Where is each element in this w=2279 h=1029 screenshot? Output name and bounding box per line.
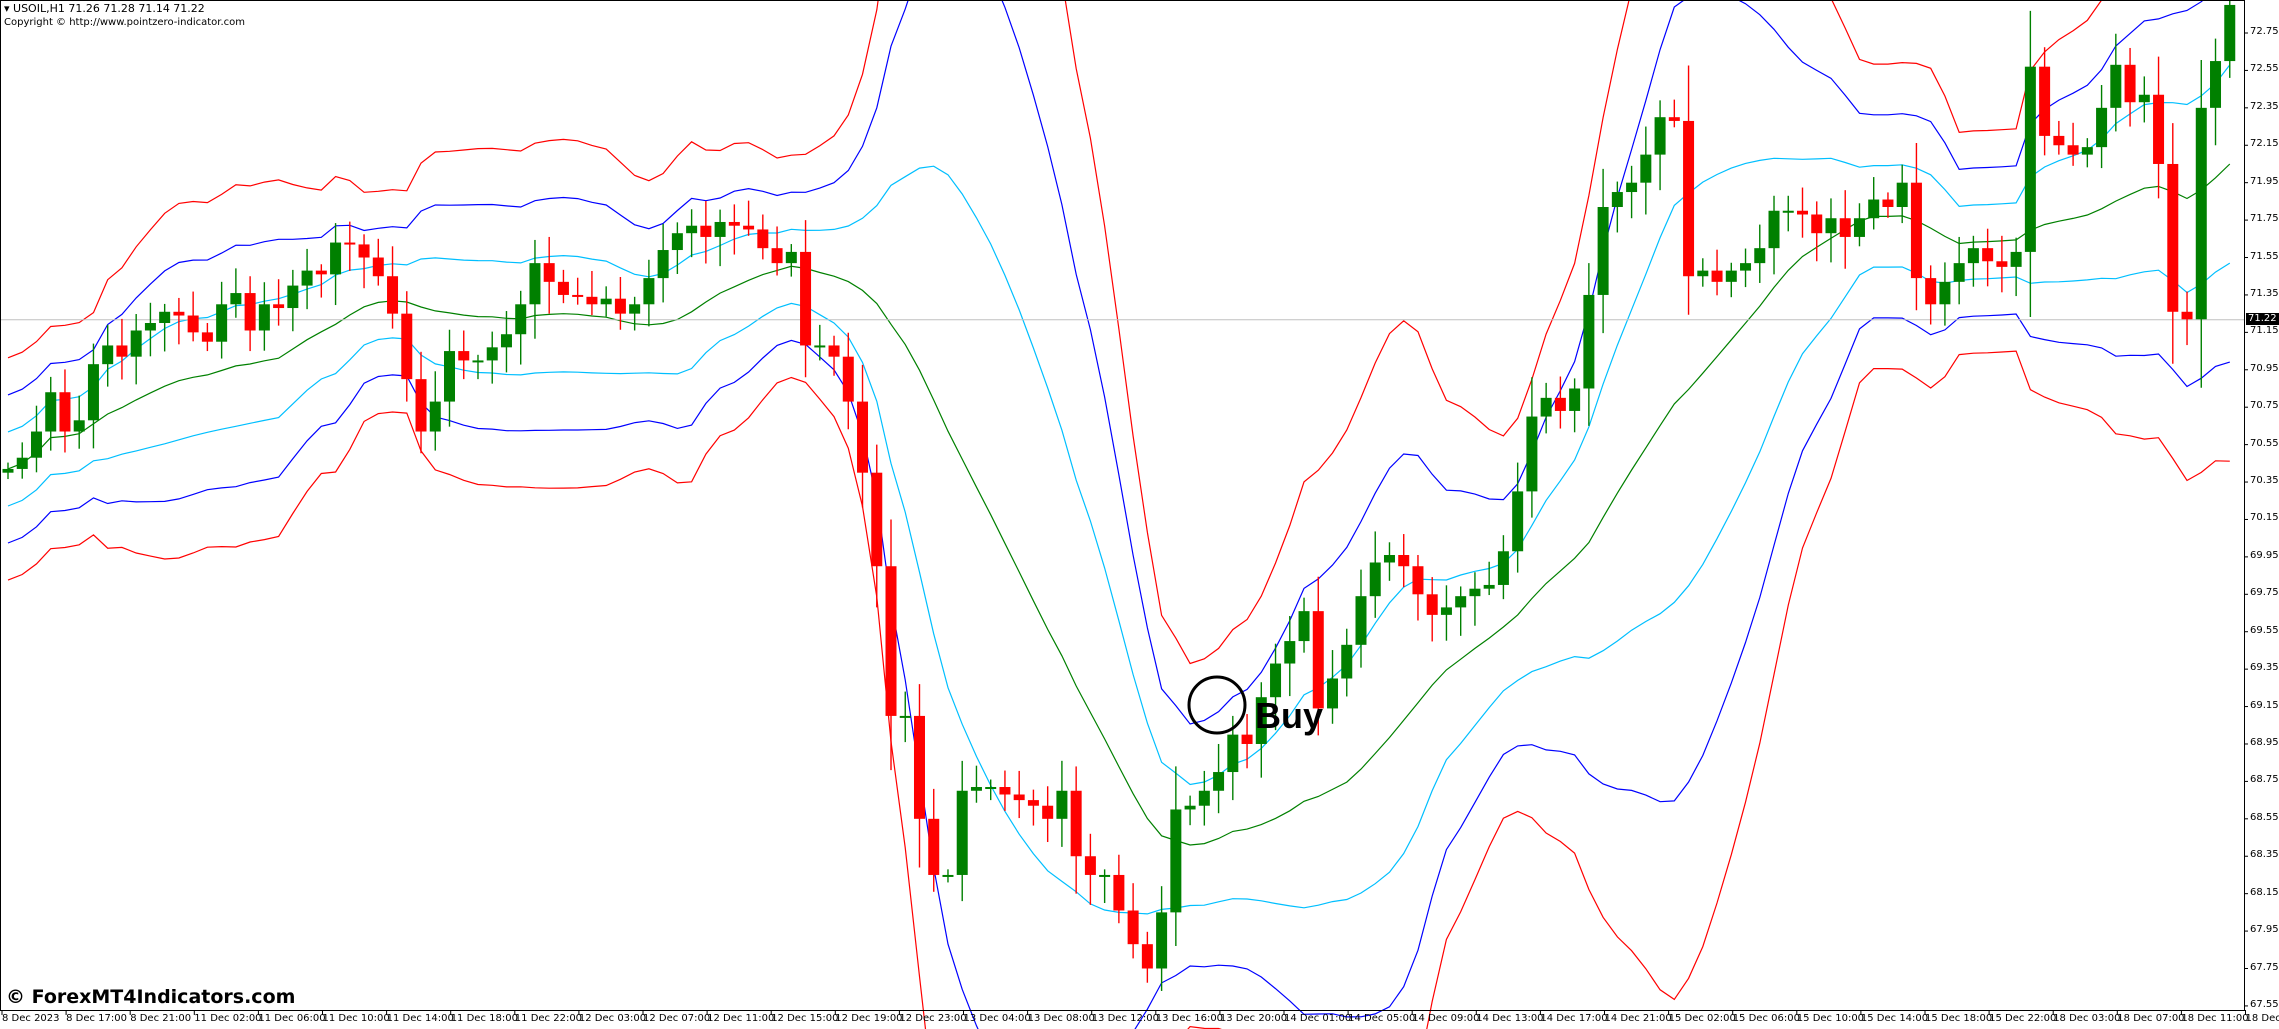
- price-tick-label: 70.55: [2250, 437, 2279, 449]
- chart-header: ▾ USOIL,H1 71.26 71.28 71.14 71.22 Copyr…: [4, 2, 245, 30]
- price-tick-label: 72.15: [2250, 138, 2279, 150]
- time-tick-label: 11 Dec 10:00: [322, 1013, 390, 1024]
- price-tick-label: 72.75: [2250, 26, 2279, 37]
- time-tick-label: 14 Dec 21:00: [1604, 1013, 1672, 1024]
- price-tick-label: 69.15: [2250, 699, 2279, 711]
- time-tick-label: 15 Dec 18:00: [1925, 1013, 1993, 1024]
- time-tick-label: 15 Dec 22:00: [1989, 1013, 2057, 1024]
- time-tick-label: 12 Dec 19:00: [835, 1013, 903, 1024]
- copyright-label: Copyright © http://www.pointzero-indicat…: [4, 17, 245, 28]
- time-tick-label: 18 Dec 11:00: [2181, 1013, 2249, 1024]
- time-tick-label: 8 Dec 2023: [2, 1013, 60, 1024]
- time-tick-label: 12 Dec 03:00: [578, 1013, 647, 1024]
- time-tick-label: 11 Dec 02:00: [194, 1013, 262, 1024]
- price-tick-label: 68.55: [2250, 811, 2279, 823]
- price-tick-label: 68.35: [2250, 849, 2279, 861]
- price-tick-label: 67.55: [2250, 998, 2279, 1010]
- time-tick-label: 15 Dec 02:00: [1668, 1013, 1736, 1024]
- time-tick-label: 14 Dec 01:00: [1284, 1013, 1352, 1024]
- time-tick-label: 18 Dec 03:00: [2053, 1013, 2121, 1024]
- price-tick-label: 68.15: [2250, 886, 2279, 898]
- time-tick-label: 13 Dec 04:00: [963, 1013, 1031, 1024]
- time-tick-label: 12 Dec 07:00: [643, 1013, 711, 1024]
- price-tick-label: 70.15: [2250, 512, 2279, 524]
- time-tick-label: 12 Dec 15:00: [771, 1013, 839, 1024]
- price-tick-label: 70.75: [2250, 400, 2279, 412]
- time-tick-label: 8 Dec 21:00: [130, 1013, 192, 1024]
- time-tick-label: 11 Dec 14:00: [386, 1013, 454, 1024]
- price-tick-label: 69.75: [2250, 587, 2279, 599]
- time-tick-label: 15 Dec 06:00: [1732, 1013, 1800, 1024]
- symbol-ohlc-label: ▾ USOIL,H1 71.26 71.28 71.14 71.22: [4, 2, 205, 15]
- price-tick-label: 68.95: [2250, 736, 2279, 748]
- price-tick-label: 68.75: [2250, 774, 2279, 786]
- time-tick-label: 13 Dec 16:00: [1155, 1013, 1224, 1024]
- time-tick-label: 14 Dec 09:00: [1412, 1013, 1480, 1024]
- time-tick-label: 13 Dec 08:00: [1027, 1013, 1095, 1024]
- time-tick-label: 13 Dec 12:00: [1091, 1013, 1159, 1024]
- price-tick-label: 67.75: [2250, 961, 2279, 973]
- time-tick-label: 8 Dec 17:00: [66, 1013, 127, 1024]
- price-tick-label: 72.35: [2250, 100, 2279, 112]
- time-tick-label: 12 Dec 23:00: [899, 1013, 967, 1024]
- price-tick-label: 71.35: [2250, 287, 2279, 299]
- price-tick-label: 70.35: [2250, 475, 2279, 487]
- price-tick-label: 69.35: [2250, 662, 2279, 674]
- time-tick-label: 11 Dec 06:00: [258, 1013, 326, 1024]
- time-tick-label: 18 Dec 15:00: [2245, 1013, 2279, 1024]
- time-tick-label: 14 Dec 13:00: [1476, 1013, 1544, 1024]
- current-price-badge: 71.22: [2246, 313, 2279, 326]
- price-tick-label: 69.55: [2250, 624, 2279, 636]
- price-tick-label: 72.55: [2250, 63, 2279, 75]
- price-tick-label: 71.15: [2250, 325, 2279, 337]
- candles: [2, 0, 2236, 991]
- price-tick-label: 69.95: [2250, 549, 2279, 561]
- time-tick-label: 14 Dec 17:00: [1540, 1013, 1608, 1024]
- time-tick-label: 18 Dec 07:00: [2117, 1013, 2185, 1024]
- time-tick-label: 14 Dec 05:00: [1348, 1013, 1416, 1024]
- price-tick-label: 67.95: [2250, 924, 2279, 936]
- buy-signal-circle: [1187, 675, 1247, 735]
- time-tick-label: 15 Dec 14:00: [1860, 1013, 1929, 1024]
- time-tick-label: 13 Dec 20:00: [1219, 1013, 1288, 1024]
- time-tick-label: 11 Dec 18:00: [450, 1013, 518, 1024]
- price-tick-label: 71.95: [2250, 175, 2279, 187]
- watermark: © ForexMT4Indicators.com: [6, 986, 296, 1008]
- buy-label: Buy: [1255, 695, 1324, 736]
- time-tick-label: 11 Dec 22:00: [514, 1013, 583, 1024]
- axis-tick-marks: [1, 32, 2248, 1015]
- price-tick-label: 71.75: [2250, 213, 2279, 225]
- chart-border: [0, 0, 2245, 1011]
- time-tick-label: 12 Dec 11:00: [707, 1013, 775, 1024]
- time-tick-label: 15 Dec 10:00: [1796, 1013, 1865, 1024]
- price-tick-label: 70.95: [2250, 362, 2279, 374]
- price-tick-label: 71.55: [2250, 250, 2279, 262]
